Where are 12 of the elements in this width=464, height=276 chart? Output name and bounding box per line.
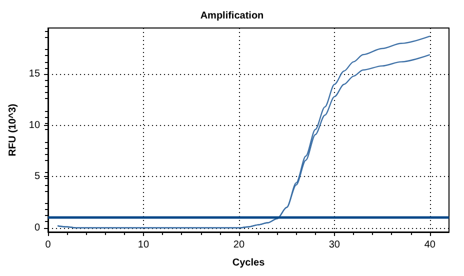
y-tick-label: 10 [28, 120, 40, 131]
x-tick-label: 0 [45, 240, 52, 250]
x-tick-label: 20 [233, 240, 245, 250]
y-axis-title: RFU (10^3) [8, 104, 18, 156]
x-tick-label: 30 [328, 240, 340, 250]
chart-title: Amplification [200, 10, 264, 22]
x-tick-label: 10 [138, 240, 150, 250]
x-tick-label: 40 [424, 240, 436, 250]
y-tick-label: 5 [34, 171, 40, 182]
x-axis-title: Cycles [232, 258, 266, 268]
y-tick-label: 0 [34, 222, 40, 234]
y-tick-label: 15 [28, 68, 40, 80]
